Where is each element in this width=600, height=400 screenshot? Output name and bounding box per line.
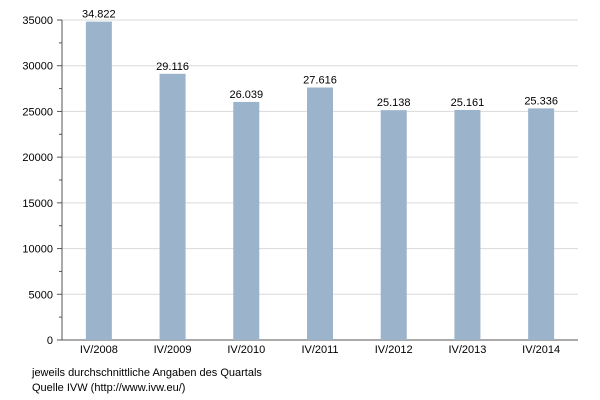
y-tick-label-30000: 30000	[22, 61, 53, 73]
y-tick-label-0: 0	[47, 335, 53, 347]
y-tick-label-35000: 35000	[22, 15, 53, 27]
x-tick-label-IV/2014: IV/2014	[522, 344, 560, 356]
y-tick-label-20000: 20000	[22, 152, 53, 164]
footnote-average-note: jeweils durchschnittliche Angaben des Qu…	[32, 367, 262, 379]
x-tick-label-IV/2012: IV/2012	[375, 344, 413, 356]
value-label-IV/2009: 29.116	[156, 61, 189, 73]
x-tick-label-IV/2010: IV/2010	[227, 344, 265, 356]
x-tick-label-IV/2009: IV/2009	[154, 344, 192, 356]
value-label-IV/2014: 25.336	[524, 95, 558, 107]
footnote-source: Quelle IVW (http://www.ivw.eu/)	[32, 382, 186, 394]
data-labels: 34.822 29.116 26.039 27.616 25.138 25.161 25.3…	[82, 9, 558, 110]
value-label-IV/2013: 25.161	[451, 97, 485, 109]
value-label-IV/2010: 26.039	[229, 89, 263, 101]
y-tick-label-10000: 10000	[22, 244, 53, 256]
y-tick-label-25000: 25000	[22, 106, 53, 118]
bar-IV/2011	[307, 87, 333, 340]
x-tick-label-IV/2011: IV/2011	[301, 344, 338, 356]
bar-IV/2008	[85, 21, 112, 340]
y-tick-label-5000: 5000	[29, 289, 53, 301]
y-tick-label-15000: 15000	[22, 198, 53, 210]
value-label-IV/2008: 34.822	[82, 9, 116, 21]
bar-IV/2010	[233, 101, 260, 341]
bar-IV/2013	[454, 109, 481, 340]
value-label-IV/2011: 27.616	[303, 75, 337, 87]
x-tick-label-IV/2008: IV/2008	[80, 344, 118, 356]
axes: 0 5000 10000 15000 20000 25000 30000 35000 IV/20…	[22, 15, 578, 356]
bars	[85, 21, 555, 341]
value-label-IV/2012: 25.138	[377, 97, 411, 109]
bar-IV/2012	[380, 110, 407, 340]
bar-IV/2014	[528, 108, 555, 341]
x-tick-label-IV/2013: IV/2013	[448, 344, 486, 356]
bar-IV/2009	[159, 73, 186, 340]
